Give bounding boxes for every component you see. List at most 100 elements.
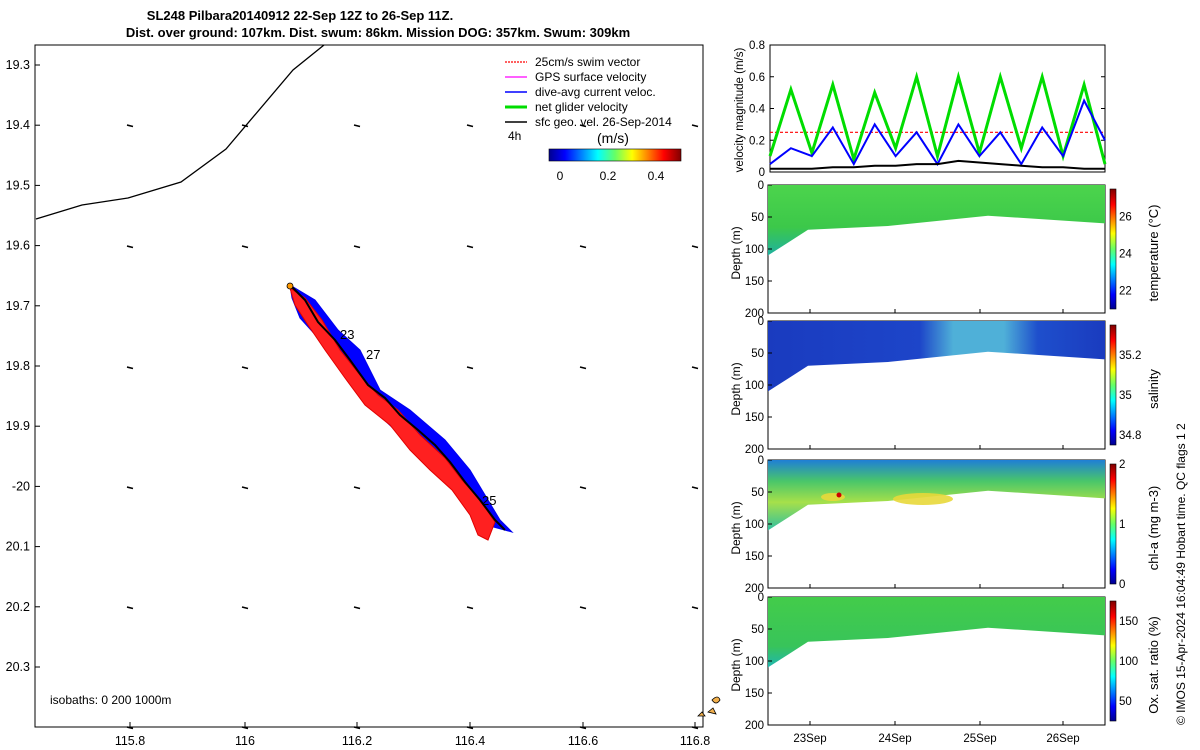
map-ytick-label: 20.3 <box>6 660 30 674</box>
section-field <box>768 321 1105 392</box>
track-start <box>286 282 294 290</box>
section-panel-oxygen: 0 50 100 150 200 Depth (m) 50 100 150 Ox. sat. ra… <box>729 592 1161 732</box>
geo-velocity-arrow <box>126 366 134 370</box>
depth-tick-label: 200 <box>745 444 764 456</box>
geo-velocity-arrow <box>579 486 587 490</box>
colorbar-tick-label: 35.2 <box>1119 350 1141 362</box>
depth-axis-label: Depth (m) <box>729 226 743 279</box>
geo-velocity-arrow <box>691 726 699 730</box>
map-ticks: 115.8 116 116.2 116.4 116.6 116.8 19.3 19.4 19.5… <box>6 58 711 748</box>
legend-label: net glider velocity <box>535 100 628 114</box>
chl-maximum-patch <box>893 493 953 505</box>
depth-axis-label: Depth (m) <box>729 362 743 415</box>
geo-velocity-arrow <box>579 726 587 730</box>
map-ytick-label: 20.2 <box>6 600 30 614</box>
velocity-ylabel: velocity magnitude (m/s) <box>734 48 746 173</box>
section-panel-temperature: 0 50 100 150 200 Depth (m) 22 24 26 temperature (… <box>729 180 1161 320</box>
coastline <box>35 44 325 220</box>
colorbar-tick-label: 22 <box>1119 286 1132 298</box>
isobaths-label: isobaths: 0 200 1000m <box>50 693 171 707</box>
velocity-ytick-label: 0 <box>759 167 765 179</box>
day-label: 25 <box>482 493 496 508</box>
islands <box>697 696 721 717</box>
velocity-panel: 0 0.2 0.4 0.6 0.8 velocity magnitude (m/s) <box>734 40 1107 179</box>
geo-velocity-arrow <box>241 726 249 730</box>
geo-velocity-arrow <box>691 486 699 490</box>
depth-tick-label: 0 <box>758 455 764 467</box>
geo-velocity-arrow <box>126 726 134 730</box>
time-axis: 23Sep 24Sep 25Sep 26Sep <box>793 733 1079 745</box>
map-ytick-label: 19.9 <box>6 419 30 433</box>
depth-tick-label: 0 <box>758 180 764 192</box>
colorbar-tick-label: 35 <box>1119 390 1132 402</box>
depth-tick-label: 150 <box>745 551 764 563</box>
map-ytick-label: 19.3 <box>6 58 30 72</box>
depth-tick-label: 50 <box>751 212 764 224</box>
depth-tick-label: 50 <box>751 487 764 499</box>
geo-velocity-arrow <box>691 124 699 128</box>
geo-velocity-arrow <box>691 366 699 370</box>
colorbar-label: chl-a (mg m-3) <box>1146 486 1161 571</box>
time-tick-label: 26Sep <box>1046 733 1079 745</box>
depth-axis-label: Depth (m) <box>729 638 743 691</box>
velocity-series-line <box>770 159 1105 170</box>
colorbar-tick-label: 34.8 <box>1119 430 1141 442</box>
depth-tick-label: 100 <box>745 656 764 668</box>
section-colorbar <box>1109 324 1117 446</box>
depth-tick-label: 150 <box>745 276 764 288</box>
depth-axis-label: Depth (m) <box>729 501 743 554</box>
glider-track <box>289 284 506 531</box>
legend-label: sfc geo. vel. 26-Sep-2014 <box>535 115 672 129</box>
chl-maximum-patch <box>821 493 845 501</box>
colorbar-label: (m/s) <box>597 130 629 146</box>
geo-velocity-arrow <box>241 486 249 490</box>
velocity-ytick-label: 0.6 <box>749 72 765 84</box>
legend-extra-label: 4h <box>508 129 521 143</box>
colorbar-gradient <box>548 148 682 162</box>
colorbar-tick: 0 <box>557 169 564 183</box>
map-ytick-label: 19.8 <box>6 359 30 373</box>
geo-velocity-arrow <box>691 606 699 610</box>
section-panel-salinity: 0 50 100 150 200 Depth (m) 34.8 35 35.2 salinity <box>729 316 1161 456</box>
geo-velocity-arrow <box>579 366 587 370</box>
glider-track-group <box>286 282 514 541</box>
geo-velocity-arrow <box>466 726 474 730</box>
depth-tick-label: 200 <box>745 583 764 595</box>
copyright-footer: © IMOS 15-Apr-2024 16:04:49 Hobart time.… <box>1174 423 1188 725</box>
colorbar-tick-label: 100 <box>1119 656 1138 668</box>
map-xtick-label: 116.4 <box>455 734 485 748</box>
day-label: 23 <box>340 327 354 342</box>
map-xtick-label: 115.8 <box>115 734 145 748</box>
legend-label: GPS surface velocity <box>535 70 646 84</box>
colorbar-tick-label: 24 <box>1119 249 1132 261</box>
day-label: 27 <box>366 347 380 362</box>
depth-tick-label: 150 <box>745 688 764 700</box>
speed-colorbar: (m/s) 0 0.2 0.4 <box>548 130 682 183</box>
depth-tick-label: 50 <box>751 348 764 360</box>
depth-tick-label: 100 <box>745 244 764 256</box>
map-ytick-label: 19.7 <box>6 299 30 313</box>
time-tick-label: 23Sep <box>793 733 826 745</box>
geo-velocity-arrow <box>241 245 249 249</box>
figure-title: SL248 Pilbara20140912 22-Sep 12Z to 26-S… <box>147 8 453 23</box>
geo-velocity-arrow <box>126 245 134 249</box>
legend-label: dive-avg current veloc. <box>535 85 656 99</box>
section-colorbar <box>1109 188 1117 310</box>
geo-velocity-arrow <box>126 124 134 128</box>
geo-velocity-arrow <box>353 245 361 249</box>
geo-velocity-arrow <box>353 486 361 490</box>
depth-tick-label: 100 <box>745 380 764 392</box>
colorbar-tick-label: 50 <box>1119 696 1132 708</box>
map-xtick-label: 116.8 <box>680 734 710 748</box>
section-colorbar <box>1109 463 1117 585</box>
geo-velocity-arrow <box>466 245 474 249</box>
chl-peak-marker <box>836 492 842 498</box>
colorbar-tick-label: 2 <box>1119 459 1125 471</box>
map-ytick-label: 19.6 <box>6 239 30 253</box>
velocity-ticks: 0 0.2 0.4 0.6 0.8 <box>749 40 1105 179</box>
geo-velocity-arrow <box>126 606 134 610</box>
depth-tick-label: 100 <box>745 519 764 531</box>
velocity-series-line <box>768 71 1107 165</box>
geo-velocity-arrow <box>579 245 587 249</box>
time-tick-label: 25Sep <box>963 733 996 745</box>
